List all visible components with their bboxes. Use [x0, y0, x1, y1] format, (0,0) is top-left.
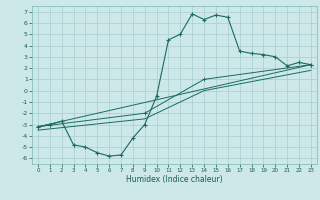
X-axis label: Humidex (Indice chaleur): Humidex (Indice chaleur)	[126, 175, 223, 184]
